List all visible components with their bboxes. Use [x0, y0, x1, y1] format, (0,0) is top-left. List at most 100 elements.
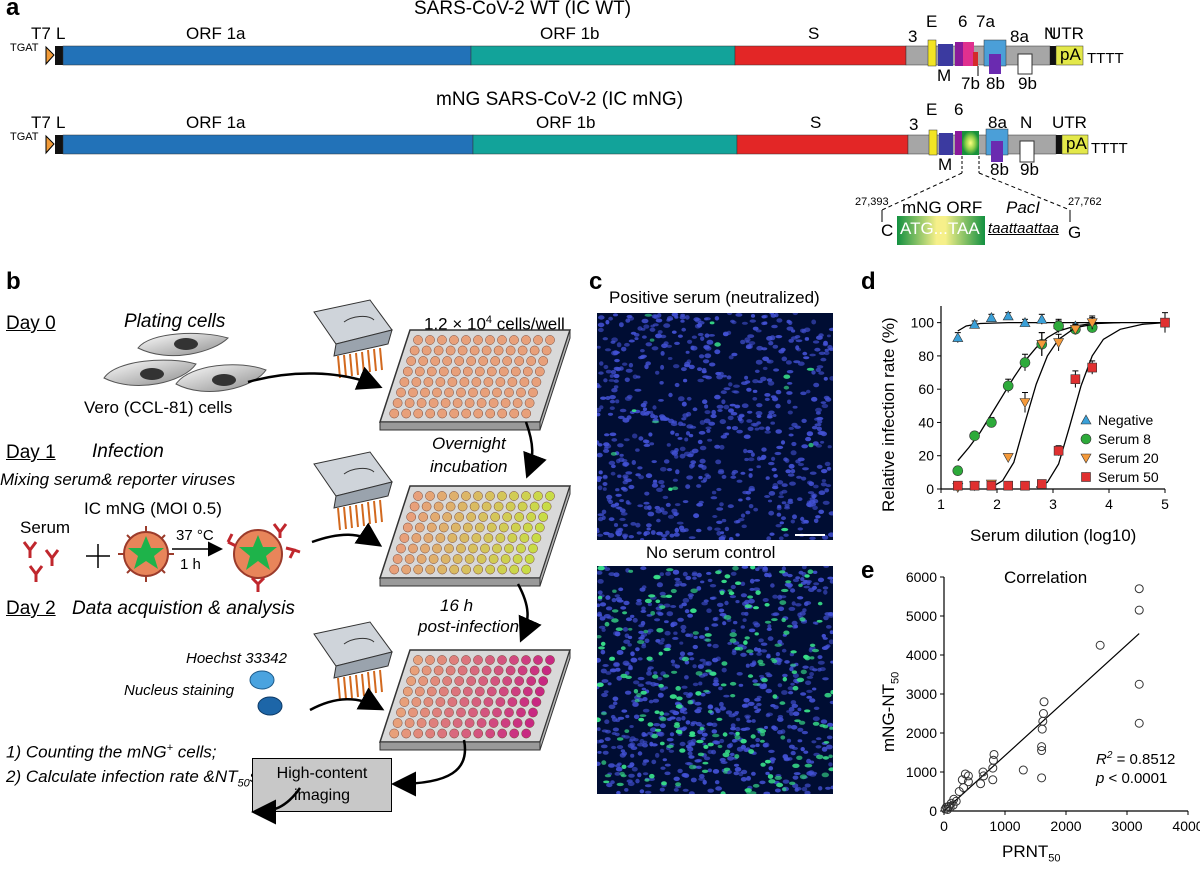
chart-d-legend-marker — [1080, 453, 1092, 464]
position-start: 27,393 — [855, 196, 889, 208]
chart-d-point — [1019, 317, 1031, 327]
chart-d-point — [1037, 479, 1047, 489]
chart-d-point — [1019, 357, 1031, 368]
orf7a-label: 7a — [976, 12, 995, 31]
chart-d-point — [969, 318, 981, 329]
plating-cells-label: Plating cells — [124, 311, 226, 332]
chart-d-point — [969, 480, 980, 491]
chart-e-point — [1039, 697, 1049, 707]
r2-annotation: R2 = 0.8512 — [1096, 750, 1176, 768]
chart-e-y-tick-label: 6000 — [906, 570, 937, 585]
incubation-label: incubation — [430, 457, 508, 476]
day1-label: Day 1 — [6, 442, 56, 463]
chart-d-point — [1003, 480, 1013, 491]
chart-d-legend-label: Serum 8 — [1098, 431, 1151, 447]
arrow-16h — [516, 583, 542, 643]
post-infection-label: post-infection — [418, 617, 520, 636]
l-label-mng: L — [56, 113, 66, 132]
wt-genome-map — [45, 39, 1084, 76]
t7-label: T7 — [31, 24, 51, 43]
chart-e: 0 1000 2000 3000 4000 0 1000 2000 3000 4000 5000 60… — [906, 570, 1200, 834]
c-letter: C — [881, 221, 894, 240]
chart-e-xlabel: PRNT50 — [1002, 842, 1061, 865]
chart-d-point — [1070, 374, 1081, 384]
chart-d-point — [986, 417, 997, 428]
panel-label-e: e — [861, 557, 875, 584]
tgat-label: TGAT — [10, 42, 39, 54]
m-gene — [938, 44, 953, 66]
genome-maps — [45, 39, 1089, 245]
multichannel-pipette-1 — [313, 299, 393, 379]
orf9b-label-mng: 9b — [1020, 160, 1039, 179]
paci-label: PacI — [1006, 198, 1041, 217]
micrograph-no-serum — [597, 566, 833, 794]
day2-label: Day 2 — [6, 598, 56, 619]
panel-label-a: a — [6, 0, 20, 21]
chart-d-point — [1002, 310, 1014, 321]
arrow-overnight — [523, 421, 547, 479]
orf3-label: 3 — [908, 27, 918, 46]
orf8b-label-mng: 8b — [990, 160, 1009, 179]
cells-per-well-label: 1.2 × 104 cells/well — [424, 314, 565, 334]
vero-cells-illustration — [103, 332, 267, 392]
chart-d-x-tick-label: 3 — [1049, 496, 1057, 512]
plus-sign — [86, 544, 110, 568]
chart-e-y-tick-label: 1000 — [906, 764, 937, 780]
s-block-mng — [736, 134, 909, 155]
chart-e-y-tick-label: 0 — [929, 803, 937, 819]
mng-reporter-gene — [962, 131, 979, 155]
chart-d-series-3 — [952, 312, 1170, 491]
arrow-to-plate-2 — [311, 522, 383, 547]
ic-mng-label: IC mNG (MOI 0.5) — [84, 499, 222, 518]
orf7b-label: 7b — [961, 74, 980, 93]
orf6-label: 6 — [958, 12, 968, 31]
orf1a-block-mng — [62, 134, 474, 155]
no-serum-title: No serum control — [646, 543, 776, 562]
s-block — [734, 45, 907, 66]
chart-e-point — [1134, 584, 1144, 594]
g-letter: G — [1068, 223, 1082, 242]
chart-e-point — [988, 755, 998, 765]
chart-e-point — [989, 749, 999, 759]
chart-e-y-tick-label: 2000 — [906, 725, 937, 741]
chart-d-point — [1053, 445, 1064, 456]
orf1a-block — [62, 45, 472, 66]
chart-e-point — [944, 801, 954, 811]
chart-d-point — [1087, 362, 1097, 373]
chart-d-x-tick-label: 1 — [937, 496, 945, 512]
mng-genome-title: mNG SARS-CoV-2 (IC mNG) — [436, 89, 684, 110]
orf1b-block — [470, 45, 736, 66]
chart-d-x-tick-label: 2 — [993, 496, 1001, 512]
chart-d-series-2 — [952, 315, 1121, 493]
e-label-mng: E — [926, 100, 938, 119]
chart-e-point — [949, 794, 959, 804]
h16-label: 16 h — [440, 596, 474, 615]
chart-e-point — [978, 767, 988, 777]
well-plates — [378, 329, 572, 751]
utr-label-mng: UTR — [1052, 113, 1087, 132]
chart-e-x-tick-label: 3000 — [1111, 818, 1142, 834]
workflow-diagram — [22, 299, 572, 825]
orf1b-label-mng: ORF 1b — [536, 113, 596, 132]
chart-e-point — [960, 769, 970, 779]
chart-d-point — [1086, 318, 1098, 329]
pa-label-mng: pA — [1066, 134, 1087, 153]
arrow-to-plate-3 — [309, 687, 385, 712]
chart-e-ylabel: mNG-NT50 — [879, 671, 902, 752]
orf6-gene — [955, 42, 963, 66]
arrow-to-analysis — [251, 787, 302, 825]
chart-d-legend-marker — [1080, 414, 1092, 425]
mixing-label: Mixing serum& reporter viruses — [0, 470, 236, 489]
wt-genome-title: SARS-CoV-2 WT (IC WT) — [414, 0, 632, 19]
panel-label-d: d — [861, 268, 876, 295]
n-label: N — [1044, 24, 1057, 43]
chart-d-legend-label: Serum 20 — [1098, 450, 1159, 466]
orf8a-label-mng: 8a — [988, 113, 1007, 132]
orf7a-gene — [963, 42, 974, 66]
arrow-to-imaging — [391, 739, 467, 797]
chart-d-point — [1069, 324, 1081, 335]
position-end: 27,762 — [1068, 196, 1102, 208]
atg-taa-label: ATG...TAA — [900, 219, 980, 238]
e-gene — [927, 39, 937, 67]
